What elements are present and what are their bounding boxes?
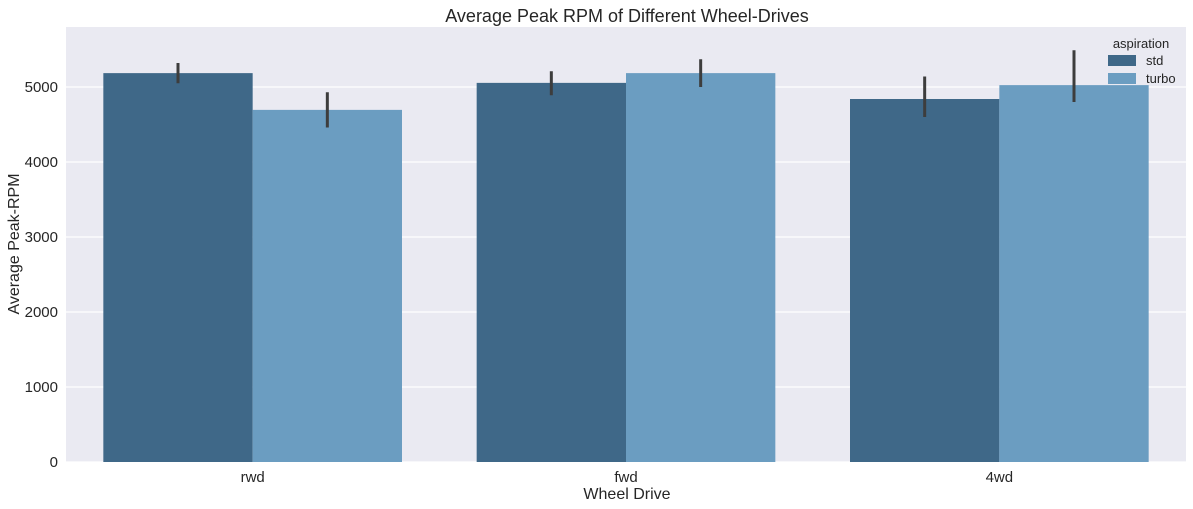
x-tick-labels: rwd fwd 4wd	[241, 469, 1014, 486]
bar-turbo-4wd	[999, 85, 1149, 462]
bar-std-fwd	[476, 82, 626, 462]
x-tick-label: 4wd	[986, 469, 1014, 486]
bar-turbo-rwd	[252, 109, 402, 462]
bar-turbo-fwd	[626, 73, 776, 462]
x-axis-label: Wheel Drive	[583, 486, 670, 503]
y-tick-labels: 0 1000 2000 3000 4000 5000	[25, 79, 58, 471]
legend-swatch-std	[1108, 55, 1136, 66]
legend-swatch-turbo	[1108, 73, 1136, 84]
x-tick-label: fwd	[614, 469, 637, 486]
bars-group	[103, 73, 1149, 462]
legend-label-turbo: turbo	[1146, 71, 1176, 86]
legend: aspiration std turbo	[1108, 36, 1176, 86]
chart-title: Average Peak RPM of Different Wheel-Driv…	[445, 6, 808, 26]
y-tick-label: 5000	[25, 79, 58, 96]
legend-label-std: std	[1146, 53, 1163, 68]
y-tick-label: 3000	[25, 229, 58, 246]
y-axis-label: Average Peak-RPM	[6, 173, 23, 314]
y-tick-label: 1000	[25, 379, 58, 396]
y-tick-label: 2000	[25, 304, 58, 321]
legend-title: aspiration	[1113, 36, 1169, 51]
y-tick-label: 4000	[25, 154, 58, 171]
x-tick-label: rwd	[241, 469, 265, 486]
y-tick-label: 0	[50, 454, 58, 471]
bar-std-4wd	[850, 99, 1000, 462]
error-bars-group	[176, 50, 1076, 128]
bar-std-rwd	[103, 73, 253, 462]
